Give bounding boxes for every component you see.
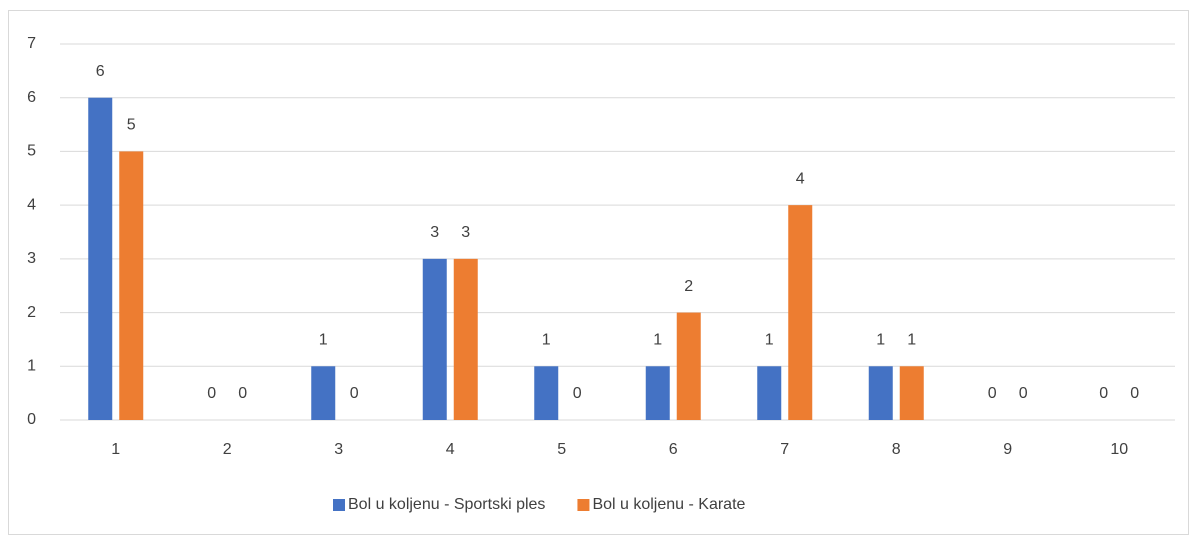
data-label: 0	[1130, 385, 1139, 402]
legend-label: Bol u koljenu - Sportski ples	[348, 496, 545, 513]
data-label: 1	[542, 332, 551, 349]
data-label: 1	[765, 332, 774, 349]
data-label: 4	[796, 170, 805, 187]
x-tick-label: 2	[223, 441, 232, 458]
data-label: 1	[876, 332, 885, 349]
data-label: 5	[127, 117, 136, 134]
bar	[757, 366, 782, 420]
y-tick-label: 6	[27, 89, 36, 106]
data-label: 1	[653, 332, 662, 349]
bar	[311, 366, 336, 420]
bar	[88, 97, 113, 420]
x-tick-label: 7	[780, 441, 789, 458]
data-label: 3	[430, 224, 439, 241]
data-label: 0	[238, 385, 247, 402]
bar	[899, 366, 924, 420]
y-tick-label: 0	[27, 411, 36, 428]
legend-swatch	[333, 499, 345, 511]
y-tick-label: 5	[27, 143, 36, 160]
bar	[868, 366, 893, 420]
data-label: 6	[96, 63, 105, 80]
x-tick-label: 5	[557, 441, 566, 458]
x-tick-label: 6	[669, 441, 678, 458]
bar	[788, 205, 813, 420]
y-tick-label: 2	[27, 304, 36, 321]
data-label: 2	[684, 278, 693, 295]
bar	[676, 312, 701, 420]
bar	[453, 258, 478, 420]
x-tick-label: 4	[446, 441, 455, 458]
data-label: 1	[319, 332, 328, 349]
data-label: 0	[988, 385, 997, 402]
bar	[422, 258, 447, 420]
data-label: 3	[461, 224, 470, 241]
x-tick-label: 8	[892, 441, 901, 458]
x-tick-label: 9	[1003, 441, 1012, 458]
x-tick-label: 1	[111, 441, 120, 458]
data-label: 0	[1019, 385, 1028, 402]
legend-label: Bol u koljenu - Karate	[592, 496, 745, 513]
data-label: 1	[907, 332, 916, 349]
legend-swatch	[577, 499, 590, 511]
data-label: 0	[207, 385, 216, 402]
bar	[645, 366, 670, 420]
x-tick-label: 10	[1110, 441, 1128, 458]
bar	[534, 366, 559, 420]
data-label: 0	[573, 385, 582, 402]
y-tick-label: 1	[27, 358, 36, 375]
data-label: 0	[350, 385, 359, 402]
y-tick-label: 7	[27, 35, 36, 52]
y-tick-label: 3	[27, 250, 36, 267]
y-tick-label: 4	[27, 196, 36, 213]
x-tick-label: 3	[334, 441, 343, 458]
data-label: 0	[1099, 385, 1108, 402]
bar	[119, 151, 144, 420]
